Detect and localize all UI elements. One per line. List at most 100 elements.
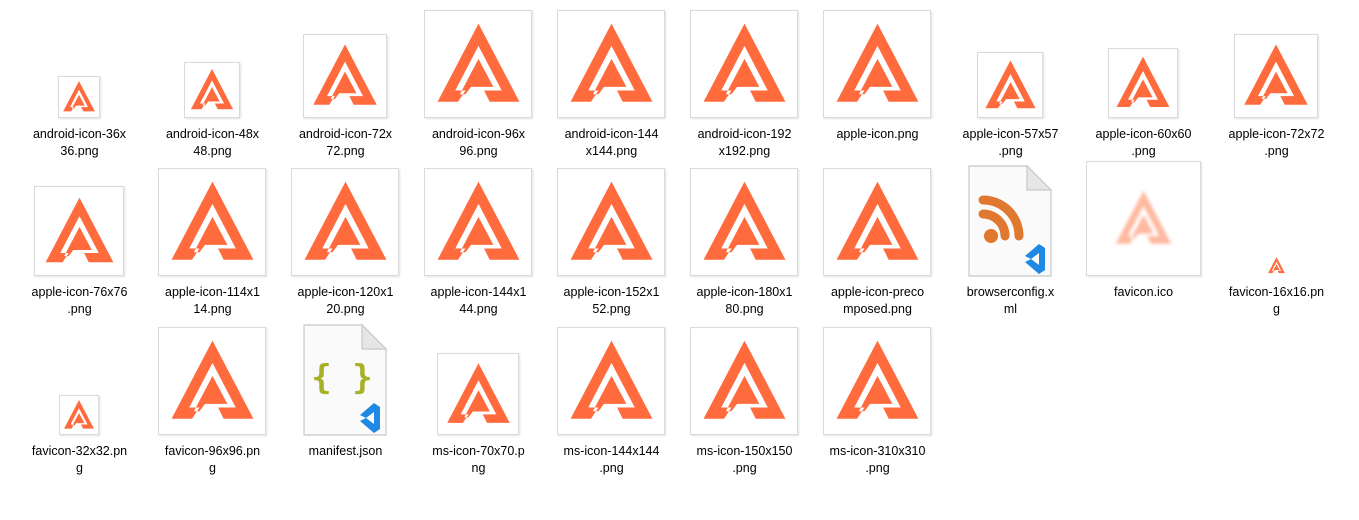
file-thumbnail: [184, 62, 240, 118]
logo-icon: [703, 181, 786, 260]
file-item[interactable]: apple-icon-preco mposed.png: [811, 166, 944, 324]
file-thumbnail: { }: [300, 323, 390, 443]
logo-icon: [703, 23, 786, 102]
logo-icon: [447, 363, 510, 423]
logo-icon: [836, 181, 919, 260]
file-item[interactable]: favicon-32x32.pn g: [13, 325, 146, 483]
file-name-label: android-icon-96x 96.png: [431, 127, 526, 158]
file-item[interactable]: ms-icon-144x144 .png: [545, 325, 678, 483]
file-name-label: ms-icon-150x150 .png: [696, 444, 793, 475]
file-name-label: ms-icon-310x310 .png: [829, 444, 926, 475]
file-thumbnail: [158, 327, 266, 435]
logo-icon: [1244, 44, 1308, 105]
logo-icon: [703, 340, 786, 419]
file-name-label: ms-icon-70x70.p ng: [432, 444, 525, 475]
file-name-label: android-icon-72x 72.png: [298, 127, 393, 158]
blurred-logo-icon: [1115, 190, 1171, 244]
file-name-label: apple-icon-144x1 44.png: [430, 285, 527, 316]
file-thumbnail: [437, 353, 519, 435]
file-item[interactable]: apple-icon-60x60 .png: [1077, 8, 1210, 166]
file-thumbnail: [557, 168, 665, 276]
file-thumbnail: [158, 168, 266, 276]
file-name-label: apple-icon-72x72 .png: [1228, 127, 1325, 158]
file-name-label: apple-icon-114x1 14.png: [165, 285, 260, 316]
file-thumbnail: [424, 10, 532, 118]
logo-icon: [570, 181, 653, 260]
file-thumbnail: [59, 395, 99, 435]
logo-icon: [437, 181, 520, 260]
file-item[interactable]: apple-icon-152x1 52.png: [545, 166, 678, 324]
file-item[interactable]: apple-icon-120x1 20.png: [279, 166, 412, 324]
logo-icon: [64, 400, 94, 429]
file-name-label: favicon.ico: [1113, 285, 1174, 299]
logo-icon: [171, 181, 254, 260]
file-thumbnail: [557, 327, 665, 435]
file-name-label: favicon-16x16.pn g: [1228, 285, 1325, 316]
file-item[interactable]: ms-icon-70x70.p ng: [412, 325, 545, 483]
file-item[interactable]: apple-icon-72x72 .png: [1210, 8, 1343, 166]
logo-icon: [63, 81, 95, 112]
file-name-label: apple-icon-57x57 .png: [962, 127, 1059, 158]
file-name-label: apple-icon-60x60 .png: [1095, 127, 1192, 158]
file-name-label: android-icon-144 x144.png: [564, 127, 659, 158]
file-thumbnail: [690, 327, 798, 435]
file-name-label: favicon-96x96.pn g: [164, 444, 261, 475]
file-item[interactable]: android-icon-72x 72.png: [279, 8, 412, 166]
logo-icon: [304, 181, 387, 260]
file-name-label: ms-icon-144x144 .png: [563, 444, 660, 475]
file-thumbnail: [823, 327, 931, 435]
file-thumbnail: [1085, 161, 1201, 276]
file-name-label: apple-icon-preco mposed.png: [830, 285, 925, 316]
file-item[interactable]: android-icon-144 x144.png: [545, 8, 678, 166]
file-thumbnail: [303, 34, 387, 118]
file-thumbnail: [823, 168, 931, 276]
file-thumbnail: [1265, 254, 1287, 276]
file-item[interactable]: apple-icon-180x1 80.png: [678, 166, 811, 324]
file-name-label: apple-icon-180x1 80.png: [696, 285, 793, 316]
logo-icon: [985, 60, 1036, 109]
file-item[interactable]: android-icon-48x 48.png: [146, 8, 279, 166]
file-item[interactable]: apple-icon-144x1 44.png: [412, 166, 545, 324]
file-item[interactable]: android-icon-96x 96.png: [412, 8, 545, 166]
vscode-badge-icon: [1025, 244, 1045, 274]
file-item[interactable]: android-icon-192 x192.png: [678, 8, 811, 166]
logo-icon: [570, 23, 653, 102]
file-name-label: android-icon-48x 48.png: [165, 127, 260, 158]
file-item[interactable]: ms-icon-310x310 .png: [811, 325, 944, 483]
file-name-label: apple-icon-152x1 52.png: [563, 285, 660, 316]
file-thumbnail: [977, 52, 1043, 118]
file-item[interactable]: favicon.ico: [1077, 161, 1210, 324]
logo-icon: [836, 23, 919, 102]
logo-icon: [171, 340, 254, 419]
logo-icon: [313, 44, 377, 105]
vscode-badge-icon: [360, 403, 380, 433]
file-item[interactable]: favicon-96x96.pn g: [146, 325, 279, 483]
svg-text:{ }: { }: [311, 358, 372, 398]
file-item[interactable]: android-icon-36x 36.png: [13, 8, 146, 166]
file-thumbnail: [557, 10, 665, 118]
file-name-label: apple-icon.png: [836, 127, 919, 141]
file-name-label: android-icon-192 x192.png: [697, 127, 792, 158]
file-name-label: android-icon-36x 36.png: [32, 127, 127, 158]
file-thumbnail: [690, 168, 798, 276]
logo-icon: [190, 68, 234, 110]
json-file-icon: { }: [303, 323, 388, 436]
file-item[interactable]: apple-icon-57x57 .png: [944, 8, 1077, 166]
logo-icon: [45, 197, 114, 263]
file-name-label: manifest.json: [308, 444, 383, 458]
file-thumbnail: [58, 76, 100, 118]
file-item[interactable]: ms-icon-150x150 .png: [678, 325, 811, 483]
file-item[interactable]: { } manifest.json: [279, 323, 412, 483]
file-item[interactable]: apple-icon.png: [811, 8, 944, 166]
file-item[interactable]: favicon-16x16.pn g: [1210, 166, 1343, 324]
file-item[interactable]: browserconfig.x ml: [944, 164, 1077, 324]
file-thumbnail: [965, 164, 1055, 284]
file-name-label: apple-icon-76x76 .png: [31, 285, 128, 316]
file-thumbnail: [34, 186, 124, 276]
rss-file-icon: [968, 164, 1053, 277]
file-thumbnail: [1108, 48, 1178, 118]
logo-icon: [1116, 56, 1170, 107]
file-item[interactable]: apple-icon-114x1 14.png: [146, 166, 279, 324]
file-item[interactable]: apple-icon-76x76 .png: [13, 166, 146, 324]
